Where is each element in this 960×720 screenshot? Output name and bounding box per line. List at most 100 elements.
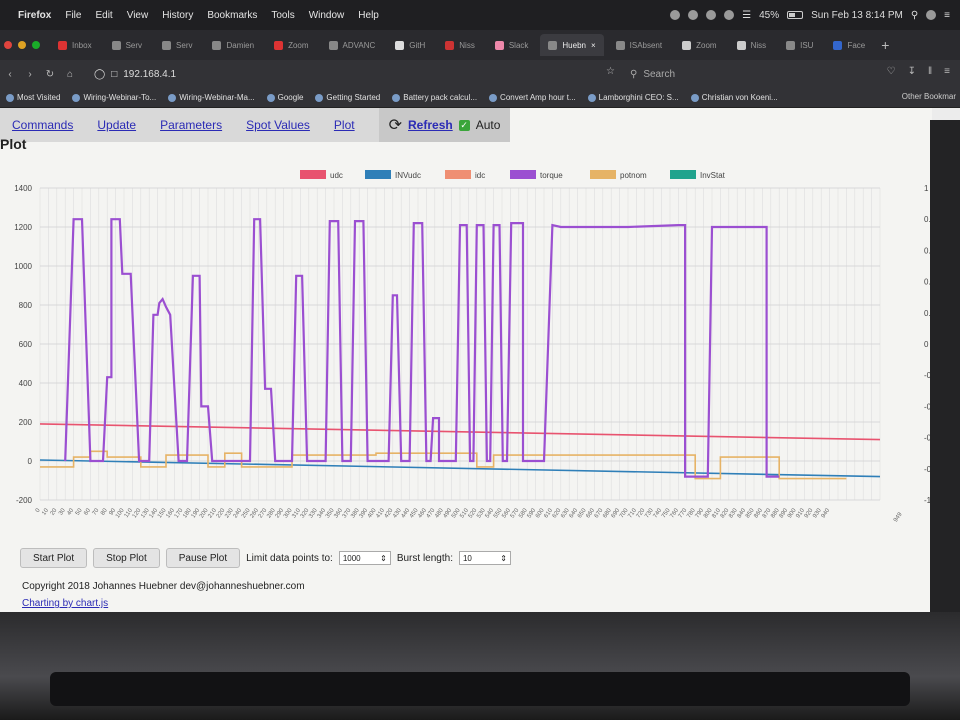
- clock[interactable]: Sun Feb 13 8:14 PM: [811, 9, 903, 21]
- bookmark-item[interactable]: Getting Started: [315, 93, 380, 102]
- legend-label[interactable]: torque: [540, 171, 563, 180]
- bookmark-label: Wiring-Webinar-To...: [83, 93, 157, 102]
- legend-swatch[interactable]: [670, 170, 696, 179]
- pocket-icon[interactable]: ♡: [886, 66, 896, 77]
- tab-1[interactable]: Serv: [104, 34, 150, 56]
- legend-swatch[interactable]: [445, 170, 471, 179]
- nav-commands[interactable]: Commands: [12, 118, 74, 132]
- url-bar[interactable]: ◯ □ 192.168.4.1: [94, 69, 514, 80]
- legend-swatch[interactable]: [510, 170, 536, 179]
- close-window-icon[interactable]: [4, 41, 12, 49]
- menu-tools[interactable]: Tools: [271, 9, 295, 21]
- bookmark-item[interactable]: Google: [266, 93, 303, 102]
- minimize-window-icon[interactable]: [18, 41, 26, 49]
- bookmark-item[interactable]: Battery pack calcul...: [392, 93, 477, 102]
- chartjs-link[interactable]: Charting by chart.js: [22, 598, 109, 609]
- tab-4[interactable]: Zoom: [266, 34, 316, 56]
- search-icon[interactable]: ⚲: [910, 9, 919, 21]
- tab-11[interactable]: Zoom: [674, 34, 724, 56]
- bookmark-item[interactable]: Most Visited: [6, 93, 60, 102]
- new-tab-icon[interactable]: +: [881, 37, 890, 53]
- menu-view[interactable]: View: [126, 9, 149, 21]
- nav-plot[interactable]: Plot: [333, 118, 355, 132]
- stop-plot-button[interactable]: Stop Plot: [93, 548, 160, 568]
- lock-icon[interactable]: □: [111, 68, 118, 80]
- legend-swatch[interactable]: [300, 170, 326, 179]
- bookmark-item[interactable]: Convert Amp hour t...: [489, 93, 576, 102]
- tab-7[interactable]: Niss: [437, 34, 483, 56]
- x-tick-label: 110: [124, 507, 135, 519]
- url-text[interactable]: 192.168.4.1: [123, 68, 177, 80]
- bookmark-item[interactable]: Wiring-Webinar-Ma...: [168, 93, 255, 102]
- refresh-icon[interactable]: ⟳: [388, 117, 403, 134]
- legend-swatch[interactable]: [590, 170, 616, 179]
- legend-swatch[interactable]: [365, 170, 391, 179]
- menu-edit[interactable]: Edit: [95, 9, 113, 21]
- tab-0[interactable]: Inbox: [50, 34, 100, 56]
- library-icon[interactable]: ‖: [928, 66, 933, 77]
- tab-13[interactable]: ISU: [778, 34, 821, 56]
- bookmark-item[interactable]: Lamborghini CEO: S...: [587, 93, 679, 102]
- y-right-tick-label: 0.6: [924, 246, 932, 255]
- burst-input[interactable]: 10 ⇕: [458, 551, 511, 565]
- shield-icon[interactable]: ◯: [94, 68, 106, 80]
- legend-label[interactable]: udc: [330, 171, 343, 180]
- bookmark-icon: [392, 93, 401, 102]
- status-icon[interactable]: [688, 10, 699, 20]
- x-tick-label: 540: [485, 507, 496, 519]
- legend-label[interactable]: potnom: [620, 171, 647, 180]
- search-box[interactable]: ⚲ Search: [630, 64, 840, 84]
- legend-label[interactable]: idc: [475, 171, 485, 180]
- menu-help[interactable]: Help: [358, 9, 379, 21]
- control-center-icon[interactable]: ≡: [944, 9, 950, 21]
- legend-label[interactable]: InvStat: [700, 171, 726, 180]
- pause-plot-button[interactable]: Pause Plot: [165, 548, 241, 568]
- menu-window[interactable]: Window: [308, 9, 345, 21]
- zoom-window-icon[interactable]: [32, 41, 40, 49]
- bookmark-star-icon[interactable]: ☆: [606, 66, 615, 77]
- menu-history[interactable]: History: [162, 9, 194, 21]
- menu-bookmarks[interactable]: Bookmarks: [207, 9, 258, 21]
- tab-6[interactable]: GitH: [387, 34, 433, 56]
- status-icon[interactable]: [706, 10, 717, 20]
- wifi-icon[interactable]: ☰: [742, 9, 752, 21]
- tab-12[interactable]: Niss: [729, 34, 775, 56]
- x-tick-label: 910: [795, 507, 806, 519]
- x-tick-label: 570: [510, 507, 521, 519]
- nav-spot-values[interactable]: Spot Values: [246, 118, 310, 132]
- refresh-link[interactable]: Refresh: [408, 118, 453, 132]
- app-menu[interactable]: Firefox: [18, 9, 52, 21]
- auto-checkbox[interactable]: ✓: [458, 119, 470, 131]
- legend-label[interactable]: INVudc: [395, 171, 421, 180]
- back-icon[interactable]: ‹: [8, 68, 12, 80]
- other-bookmarks[interactable]: Other Bookmar: [901, 92, 956, 101]
- menu-icon[interactable]: ≡: [944, 66, 950, 77]
- tab-3[interactable]: Damien: [204, 34, 262, 56]
- bookmark-item[interactable]: Christian von Koeni...: [690, 93, 778, 102]
- tab-9[interactable]: Huebn ×: [540, 34, 604, 56]
- siri-icon[interactable]: [926, 10, 937, 20]
- forward-icon[interactable]: ›: [28, 68, 32, 80]
- stepper-icon[interactable]: ⇕: [380, 553, 387, 563]
- tab-8[interactable]: Slack: [487, 34, 537, 56]
- start-plot-button[interactable]: Start Plot: [20, 548, 88, 568]
- battery-icon[interactable]: [787, 11, 804, 19]
- bluetooth-icon[interactable]: [724, 10, 735, 20]
- menu-file[interactable]: File: [65, 9, 82, 21]
- nav-parameters[interactable]: Parameters: [160, 118, 223, 132]
- close-tab-icon[interactable]: ×: [590, 40, 596, 50]
- status-icon[interactable]: [670, 10, 681, 20]
- tab-14[interactable]: Face: [825, 34, 873, 56]
- limit-input[interactable]: 1000 ⇕: [338, 551, 391, 565]
- downloads-icon[interactable]: ↧: [907, 66, 917, 77]
- tab-2[interactable]: Serv: [154, 34, 200, 56]
- y-left-tick-label: 0: [28, 457, 33, 466]
- stepper-icon[interactable]: ⇕: [500, 553, 507, 563]
- home-icon[interactable]: ⌂: [66, 68, 74, 80]
- tab-10[interactable]: ISAbsent: [608, 34, 670, 56]
- nav-update[interactable]: Update: [97, 118, 137, 132]
- x-tick-label: 600: [535, 507, 546, 519]
- tab-5[interactable]: ADVANC: [321, 34, 384, 56]
- reload-icon[interactable]: ↻: [45, 68, 55, 80]
- bookmark-item[interactable]: Wiring-Webinar-To...: [72, 93, 156, 102]
